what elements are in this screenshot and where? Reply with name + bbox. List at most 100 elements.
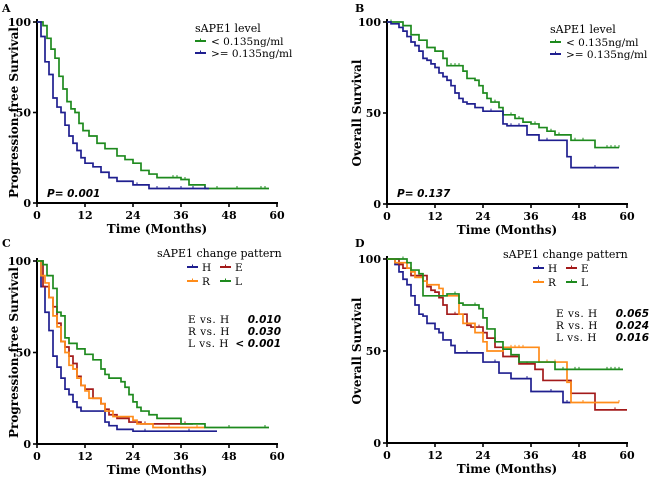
survival-curve-e [387, 258, 627, 411]
legend-title: sAPE1 change pattern [157, 247, 282, 260]
panel-label: C [2, 237, 11, 250]
x-tick-label: 36 [173, 209, 189, 222]
y-tick-label: 0 [373, 437, 381, 450]
x-tick-label: 12 [77, 209, 92, 222]
legend-title: sAPE1 level [195, 22, 261, 35]
x-tick-label: 36 [523, 449, 539, 462]
survival-curve-h [387, 258, 571, 404]
survival-curve--0-135ng-ml [37, 21, 269, 190]
legend-label-e: E [581, 263, 589, 275]
x-tick-label: 24 [475, 210, 491, 223]
legend-label-l: L [581, 277, 588, 289]
survival-curve-l [37, 260, 269, 429]
comparison-p-value: 0.016 [616, 332, 649, 344]
x-tick-label: 0 [33, 450, 41, 463]
survival-curve--0-135ng-ml [37, 21, 209, 190]
x-tick-label: 36 [523, 210, 539, 223]
legend: sAPE1 change pattern H E R L [157, 247, 282, 288]
comparison-label: L vs. H [556, 332, 597, 344]
y-tick-label: 0 [373, 198, 381, 211]
survival-curve-r [37, 260, 205, 429]
comparison-table: E vs. H 0.010 R vs. H 0.030 L vs. H < 0.001 [188, 314, 281, 350]
y-tick-label: 100 [358, 16, 381, 29]
comparison-p-value: 0.030 [248, 326, 281, 338]
survival-curve-h [37, 260, 217, 433]
comparison-label: R vs. H [556, 320, 598, 332]
legend-label-e: E [235, 262, 243, 274]
comparison-label: E vs. H [188, 314, 230, 326]
x-tick-label: 48 [221, 450, 237, 463]
comparison-label: R vs. H [188, 326, 230, 338]
y-tick-label: 100 [8, 255, 31, 268]
legend-label-r: R [202, 276, 211, 288]
y-tick-label: 50 [16, 347, 32, 360]
y-axis-title: Overall Survival [350, 59, 364, 166]
p-value-annotation: P= 0.001 [47, 188, 100, 200]
x-tick-label: 24 [475, 449, 491, 462]
x-tick-label: 24 [125, 450, 141, 463]
y-tick-label: 100 [8, 16, 31, 29]
x-axis-title: Time (Months) [457, 462, 557, 476]
legend: sAPE1 level< 0.135ng/ml>= 0.135ng/ml [195, 22, 293, 60]
x-tick-label: 48 [571, 210, 587, 223]
x-axis-title: Time (Months) [107, 463, 207, 477]
x-tick-label: 12 [427, 210, 442, 223]
x-tick-label: 48 [571, 449, 587, 462]
panel-label: D [355, 237, 365, 250]
y-axis-title: Progression-free Survival [7, 27, 21, 198]
x-tick-label: 12 [77, 450, 92, 463]
comparison-table: E vs. H 0.065 R vs. H 0.024 L vs. H 0.016 [556, 308, 649, 344]
comparison-p-value: 0.024 [616, 320, 649, 332]
y-tick-label: 0 [23, 438, 31, 451]
legend-label: < 0.135ng/ml [566, 37, 639, 49]
comparison-p-value: < 0.001 [235, 338, 281, 350]
comparison-p-value: 0.010 [248, 314, 281, 326]
comparison-label: L vs. H [188, 338, 229, 350]
y-tick-label: 100 [358, 253, 381, 266]
x-tick-label: 24 [125, 209, 141, 222]
panel-d: D 0 12 24 36 48 60 0 50 100 Time (Months) Overall S… [350, 237, 649, 476]
x-tick-label: 60 [619, 449, 635, 462]
survival-curve--0-135ng-ml [387, 21, 619, 169]
legend-label-h: H [202, 262, 211, 274]
y-tick-label: 0 [23, 197, 31, 210]
survival-curve-r [387, 258, 619, 404]
y-tick-label: 50 [366, 345, 382, 358]
x-axis-title: Time (Months) [107, 222, 207, 236]
legend-label: >= 0.135ng/ml [566, 49, 648, 61]
comparison-label: E vs. H [556, 308, 598, 320]
legend-label: >= 0.135ng/ml [211, 48, 293, 60]
y-axis-title: Overall Survival [350, 297, 364, 404]
x-tick-label: 36 [173, 450, 189, 463]
legend: sAPE1 change pattern H E R L [503, 248, 628, 289]
x-tick-label: 0 [33, 209, 41, 222]
y-axis-title: Progression-free Survival [7, 267, 21, 438]
legend: sAPE1 level< 0.135ng/ml>= 0.135ng/ml [550, 23, 648, 61]
panel-a: A 0 12 24 36 48 60 0 50 100 Time (Months) Progressi… [1, 2, 293, 236]
x-tick-label: 48 [221, 209, 237, 222]
p-value-annotation: P= 0.137 [397, 188, 451, 200]
survival-curve-e [37, 260, 193, 425]
survival-curve--0-135ng-ml [387, 21, 619, 149]
y-tick-label: 50 [16, 107, 32, 120]
legend-label-h: H [548, 263, 557, 275]
comparison-p-value: 0.065 [616, 308, 649, 320]
panel-label: B [355, 2, 364, 15]
legend-label-l: L [235, 276, 242, 288]
x-tick-label: 60 [619, 210, 635, 223]
x-tick-label: 60 [269, 209, 285, 222]
x-tick-label: 12 [427, 449, 442, 462]
y-tick-label: 50 [366, 107, 382, 120]
x-tick-label: 60 [269, 450, 285, 463]
survival-curve-l [387, 258, 623, 371]
legend-label: < 0.135ng/ml [211, 36, 284, 48]
panel-c: C 0 12 24 36 48 60 0 50 100 Time (Months) Progressi… [2, 237, 285, 477]
legend-label-r: R [548, 277, 557, 289]
x-tick-label: 0 [383, 449, 391, 462]
x-tick-label: 0 [383, 210, 391, 223]
panel-b: B 0 12 24 36 48 60 0 50 100 Time (Months) Overall S… [350, 2, 648, 237]
x-axis-title: Time (Months) [457, 223, 557, 237]
legend-title: sAPE1 level [550, 23, 616, 36]
legend-title: sAPE1 change pattern [503, 248, 628, 261]
